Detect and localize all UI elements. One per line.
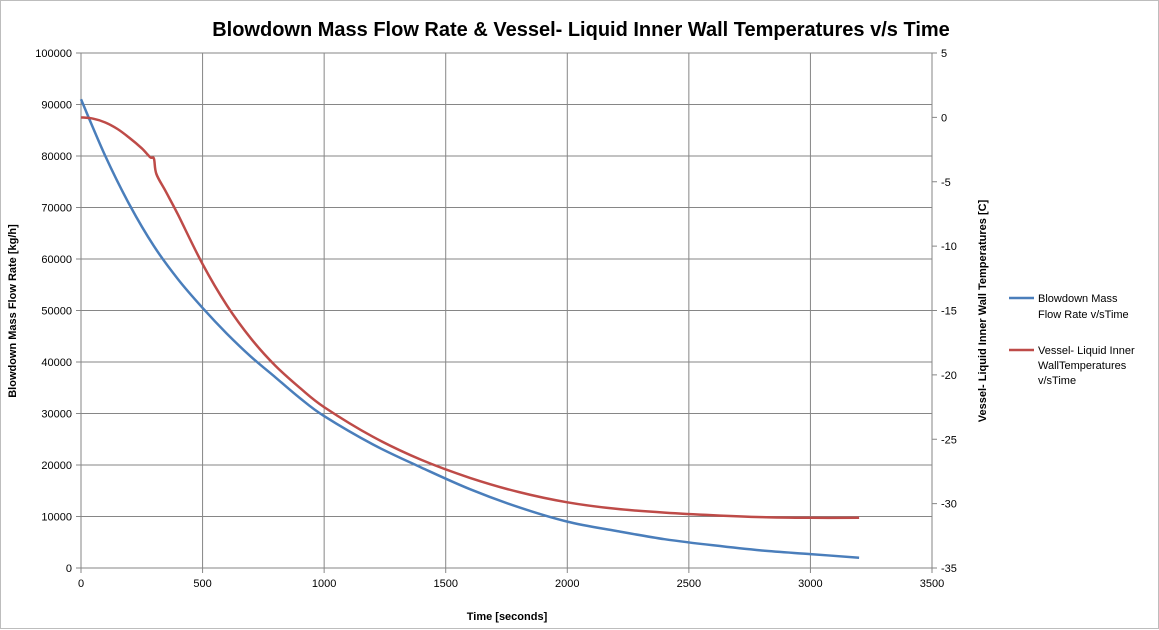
y-tick-label: 60000 — [41, 254, 72, 266]
series-lines — [79, 98, 860, 559]
chart-title: Blowdown Mass Flow Rate & Vessel- Liquid… — [212, 19, 950, 41]
y-axis-title: Blowdown Mass Flow Rate [kg/h] — [7, 224, 19, 398]
x-tick-label: 2500 — [677, 578, 701, 590]
y-tick-label: 90000 — [41, 100, 72, 112]
legend-label-wall-temp: Vessel- Liquid Inner WallTemperatures v/… — [1038, 345, 1138, 387]
x-tick-label: 0 — [78, 578, 84, 590]
y2-tick-label: -30 — [941, 499, 957, 511]
y2-axis-ticks: -35 -30 -25 -20 -15 -10 -5 0 5 — [932, 48, 957, 575]
y-tick-label: 20000 — [41, 460, 72, 472]
x-tick-label: 3000 — [798, 578, 822, 590]
x-tick-label: 1500 — [433, 578, 457, 590]
y2-tick-label: -5 — [941, 177, 951, 189]
y-tick-label: 70000 — [41, 203, 72, 215]
y2-tick-label: -10 — [941, 241, 957, 253]
series-line-mass-flow — [79, 98, 860, 559]
legend: Blowdown Mass Flow Rate v/sTime Vessel- … — [1009, 293, 1138, 387]
y-tick-label: 100000 — [35, 48, 72, 60]
y2-axis-title: Vessel- Liquid Inner Wall Temperatures [… — [977, 199, 989, 422]
y-tick-label: 40000 — [41, 357, 72, 369]
y-tick-label: 50000 — [41, 306, 72, 318]
legend-label-mass-flow: Blowdown Mass Flow Rate v/sTime — [1038, 293, 1129, 321]
x-axis-ticks: 0 500 1000 1500 2000 2500 3000 3500 — [78, 568, 944, 590]
x-tick-label: 500 — [193, 578, 211, 590]
y2-tick-label: -35 — [941, 563, 957, 575]
series-line-wall-temp — [80, 116, 860, 520]
x-tick-label: 2000 — [555, 578, 579, 590]
x-tick-label: 1000 — [312, 578, 336, 590]
x-tick-label: 3500 — [920, 578, 944, 590]
y-tick-label: 80000 — [41, 151, 72, 163]
y-tick-label: 0 — [66, 563, 72, 575]
x-axis-title: Time [seconds] — [467, 611, 548, 623]
y2-tick-label: -20 — [941, 370, 957, 382]
grid-lines — [81, 53, 932, 568]
y2-tick-label: -15 — [941, 306, 957, 318]
y-tick-label: 10000 — [41, 512, 72, 524]
y-axis-ticks: 0 10000 20000 30000 40000 50000 60000 70000 8000… — [35, 48, 81, 575]
y-tick-label: 30000 — [41, 409, 72, 421]
y2-tick-label: -25 — [941, 434, 957, 446]
y2-tick-label: 5 — [941, 48, 947, 60]
y2-tick-label: 0 — [941, 112, 947, 124]
